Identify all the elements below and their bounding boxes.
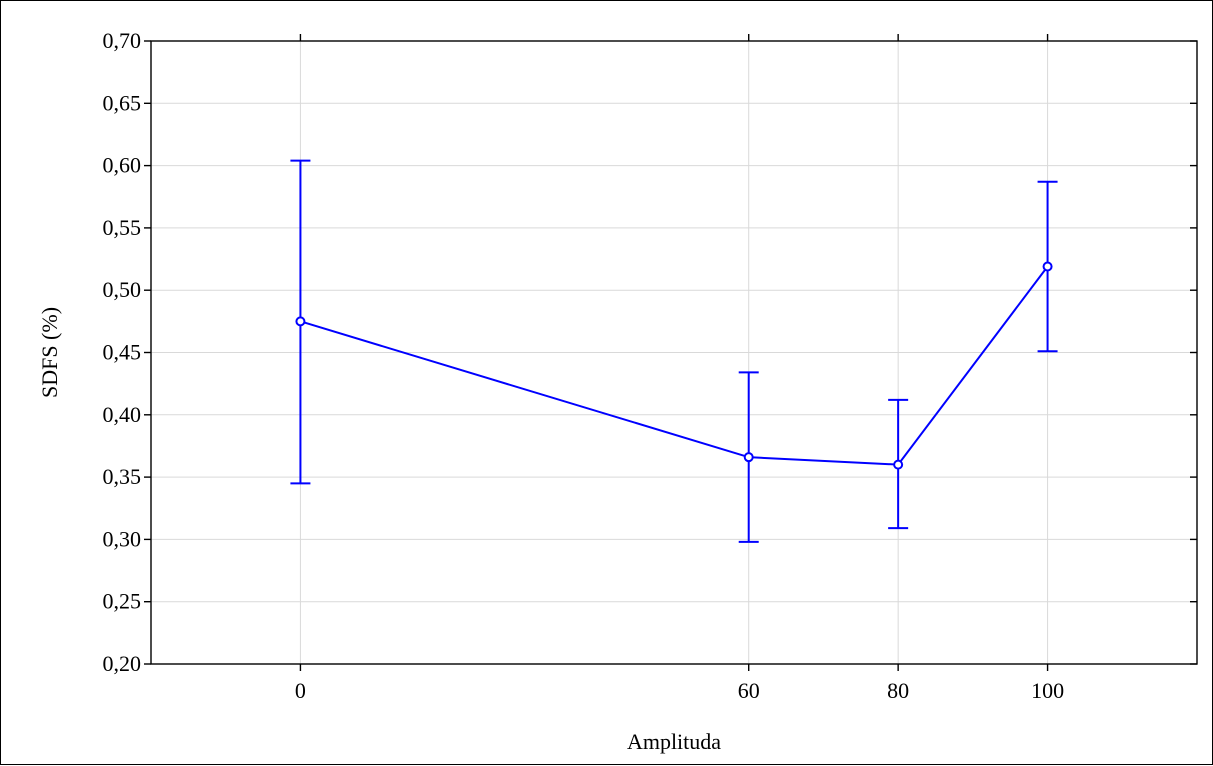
x-tick-label: 100	[1031, 678, 1064, 703]
y-axis-title: SDFS (%)	[37, 307, 62, 398]
y-tick-label: 0,55	[103, 215, 142, 240]
y-tick-label: 0,35	[103, 464, 142, 489]
data-point	[1042, 261, 1053, 272]
data-point	[295, 316, 306, 327]
y-tick-label: 0,50	[103, 277, 142, 302]
x-tick-label: 80	[887, 678, 909, 703]
y-tick-label: 0,65	[103, 90, 142, 115]
series-line	[300, 265, 1049, 466]
x-tick-label: 0	[295, 678, 306, 703]
y-tick-label: 0,30	[103, 526, 142, 551]
y-tick-label: 0,60	[103, 153, 142, 178]
y-tick-label: 0,40	[103, 402, 142, 427]
y-tick-label: 0,25	[103, 589, 142, 614]
grid-layer	[151, 41, 1197, 664]
data-point	[743, 452, 754, 463]
label-layer: 0,20 0,25 0,30 0,35 0,40 0,45 0,50 0,55 0,60 0,65…	[103, 28, 1065, 703]
series-layer	[290, 159, 1058, 543]
y-tick-label: 0,45	[103, 340, 142, 365]
x-tick-label: 60	[738, 678, 760, 703]
data-point	[893, 459, 904, 470]
x-axis-title: Amplituda	[627, 729, 721, 754]
tick-layer	[144, 34, 1197, 671]
y-tick-label: 0,20	[103, 651, 142, 676]
y-tick-label: 0,70	[103, 28, 142, 53]
